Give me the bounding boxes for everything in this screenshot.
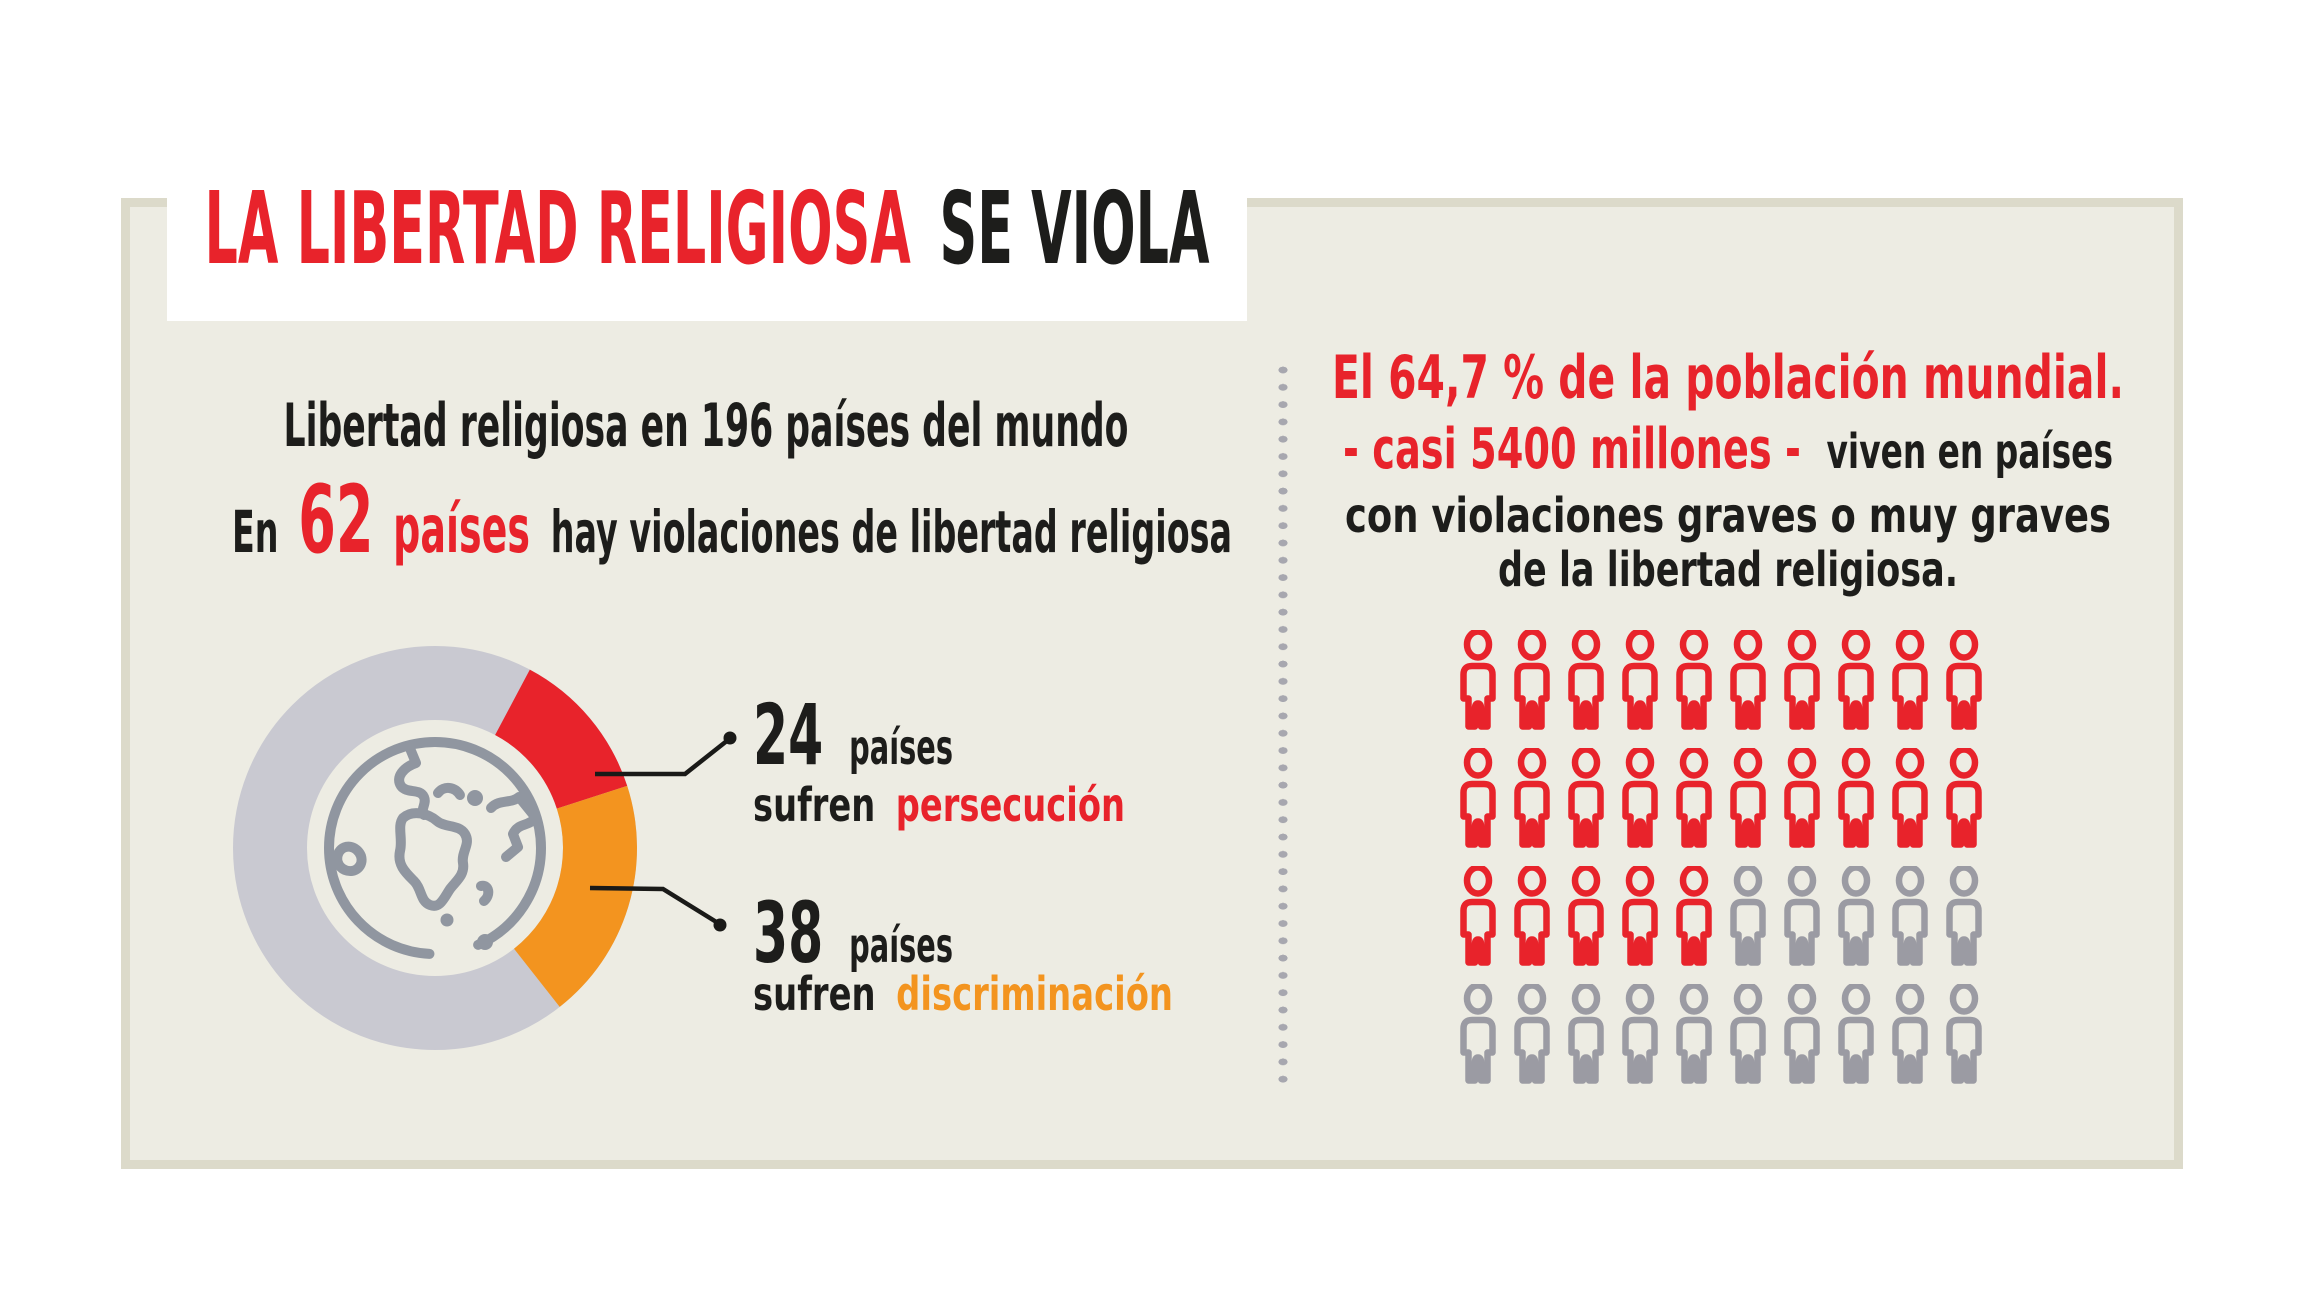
callout-1: 24 países sufren persecución <box>753 688 1125 832</box>
svg-text:sufren discriminación: sufren discriminación <box>753 967 1173 1021</box>
person-icon <box>1784 748 1820 848</box>
person-icon <box>1622 630 1658 730</box>
person-icon <box>1784 984 1820 1084</box>
callout-2-term: discriminación <box>896 967 1173 1021</box>
stat-line-3-text: con violaciones graves o muy graves <box>1345 488 2111 544</box>
stat-line-4-text: de la libertad religiosa. <box>1498 542 1958 598</box>
stat-subline-highlight: - casi 5400 millones - <box>1343 420 1801 482</box>
intro-line-1-text: Libertad religiosa en 196 países del mun… <box>284 391 1129 461</box>
person-icon <box>1568 984 1604 1084</box>
svg-text:sufren persecución: sufren persecución <box>753 778 1125 832</box>
page-title-rest: SE VIOLA <box>940 170 1210 287</box>
donut-chart <box>233 646 637 1050</box>
person-icon <box>1946 630 1982 730</box>
callout-connectors <box>589 731 737 932</box>
svg-text:24 países: 24 países <box>753 688 953 784</box>
person-icon <box>1892 748 1928 848</box>
intro-line-2: En 62 países hay violaciones de libertad… <box>232 470 1232 575</box>
intro-line-2-number: 62 <box>298 470 373 575</box>
person-icon <box>1730 630 1766 730</box>
person-icon <box>1460 748 1496 848</box>
svg-text:LA LIBERTAD RELIGIOSA: LA LIBERTAD RELIGIOSA SE VIOLA <box>205 170 1210 287</box>
globe-africa <box>394 808 472 911</box>
person-icon <box>1676 866 1712 966</box>
donut-segment-2 <box>514 785 637 1007</box>
globe-europe-peninsula <box>433 783 465 800</box>
callout-1-unit: países <box>849 720 953 776</box>
callout-dot-1 <box>723 731 737 745</box>
intro-line-2-suffix: hay violaciones de libertad religiosa <box>551 498 1232 566</box>
person-icon <box>1514 748 1550 848</box>
page-title-highlight: LA LIBERTAD RELIGIOSA <box>205 170 911 287</box>
globe-madagascar <box>476 880 494 906</box>
person-icon <box>1838 866 1874 966</box>
person-icon <box>1946 984 1982 1084</box>
pictogram-grid <box>1456 630 1996 1102</box>
callout-line-1 <box>595 738 730 777</box>
callout-1-number: 24 <box>753 688 823 784</box>
callout-2-verb: sufren <box>753 967 876 1021</box>
donut-segments <box>233 646 637 1050</box>
dotted-divider <box>1277 362 1289 1092</box>
globe-sea-dot <box>467 790 483 806</box>
donut-segment-1 <box>495 669 628 809</box>
globe-rim-dot <box>477 934 493 950</box>
person-icon <box>1838 748 1874 848</box>
person-icon <box>1676 748 1712 848</box>
stat-heading: El 64,7 % de la población mundial. <box>1332 343 2124 412</box>
intro-line-2-prefix: En <box>232 498 279 566</box>
callout-1-verb: sufren <box>753 778 875 832</box>
person-icon <box>1514 984 1550 1084</box>
person-icon <box>1730 866 1766 966</box>
person-icon <box>1622 748 1658 848</box>
intro-line-1: Libertad religiosa en 196 países del mun… <box>284 391 1129 461</box>
stat-heading-text: El 64,7 % de la población mundial. <box>1332 343 2124 412</box>
person-icon <box>1892 866 1928 966</box>
person-icon <box>1784 630 1820 730</box>
person-icon <box>1460 866 1496 966</box>
globe-europe <box>394 741 430 820</box>
callout-2: 38 países sufren discriminación <box>753 884 1173 1021</box>
svg-text:38 países: 38 países <box>753 884 953 982</box>
person-icon <box>1568 748 1604 848</box>
title-box: LA LIBERTAD RELIGIOSA SE VIOLA <box>167 140 1247 321</box>
stat-line-3: con violaciones graves o muy graves <box>1345 488 2111 544</box>
stat-subline: - casi 5400 millones - viven en países <box>1343 420 2113 482</box>
stat-subline-rest: viven en países <box>1827 424 2113 480</box>
callout-2-number: 38 <box>753 884 823 982</box>
person-icon <box>1676 630 1712 730</box>
person-icon <box>1460 984 1496 1084</box>
person-icon <box>1838 984 1874 1084</box>
callout-2-unit: países <box>849 918 953 974</box>
person-icon <box>1946 866 1982 966</box>
person-icon <box>1568 630 1604 730</box>
globe-island-dot <box>440 913 454 927</box>
person-icon <box>1514 630 1550 730</box>
person-icon <box>1946 748 1982 848</box>
person-icon <box>1514 866 1550 966</box>
globe-outline <box>324 737 546 959</box>
person-icon <box>1838 630 1874 730</box>
globe-icon <box>324 737 546 959</box>
callout-dot-2 <box>713 918 727 932</box>
person-icon <box>1784 866 1820 966</box>
person-icon <box>1622 866 1658 966</box>
person-icon <box>1676 984 1712 1084</box>
person-icon <box>1730 984 1766 1084</box>
svg-text:- casi 5400 millones - v: - casi 5400 millones - viven en países <box>1343 420 2113 482</box>
stat-line-4: de la libertad religiosa. <box>1498 542 1958 598</box>
intro-line-2-highlight: países <box>393 491 530 568</box>
globe-asia <box>486 792 541 862</box>
page-title: LA LIBERTAD RELIGIOSA SE VIOLA <box>205 170 1210 287</box>
svg-text:En 62 países: En 62 países hay violaciones de libertad… <box>232 470 1232 575</box>
person-icon <box>1892 630 1928 730</box>
callout-line-2 <box>589 885 720 925</box>
person-icon <box>1460 630 1496 730</box>
person-icon <box>1622 984 1658 1084</box>
callout-1-term: persecución <box>896 778 1125 832</box>
person-icon <box>1730 748 1766 848</box>
person-icon <box>1568 866 1604 966</box>
globe-west-landmass <box>332 841 367 876</box>
person-icon <box>1892 984 1928 1084</box>
